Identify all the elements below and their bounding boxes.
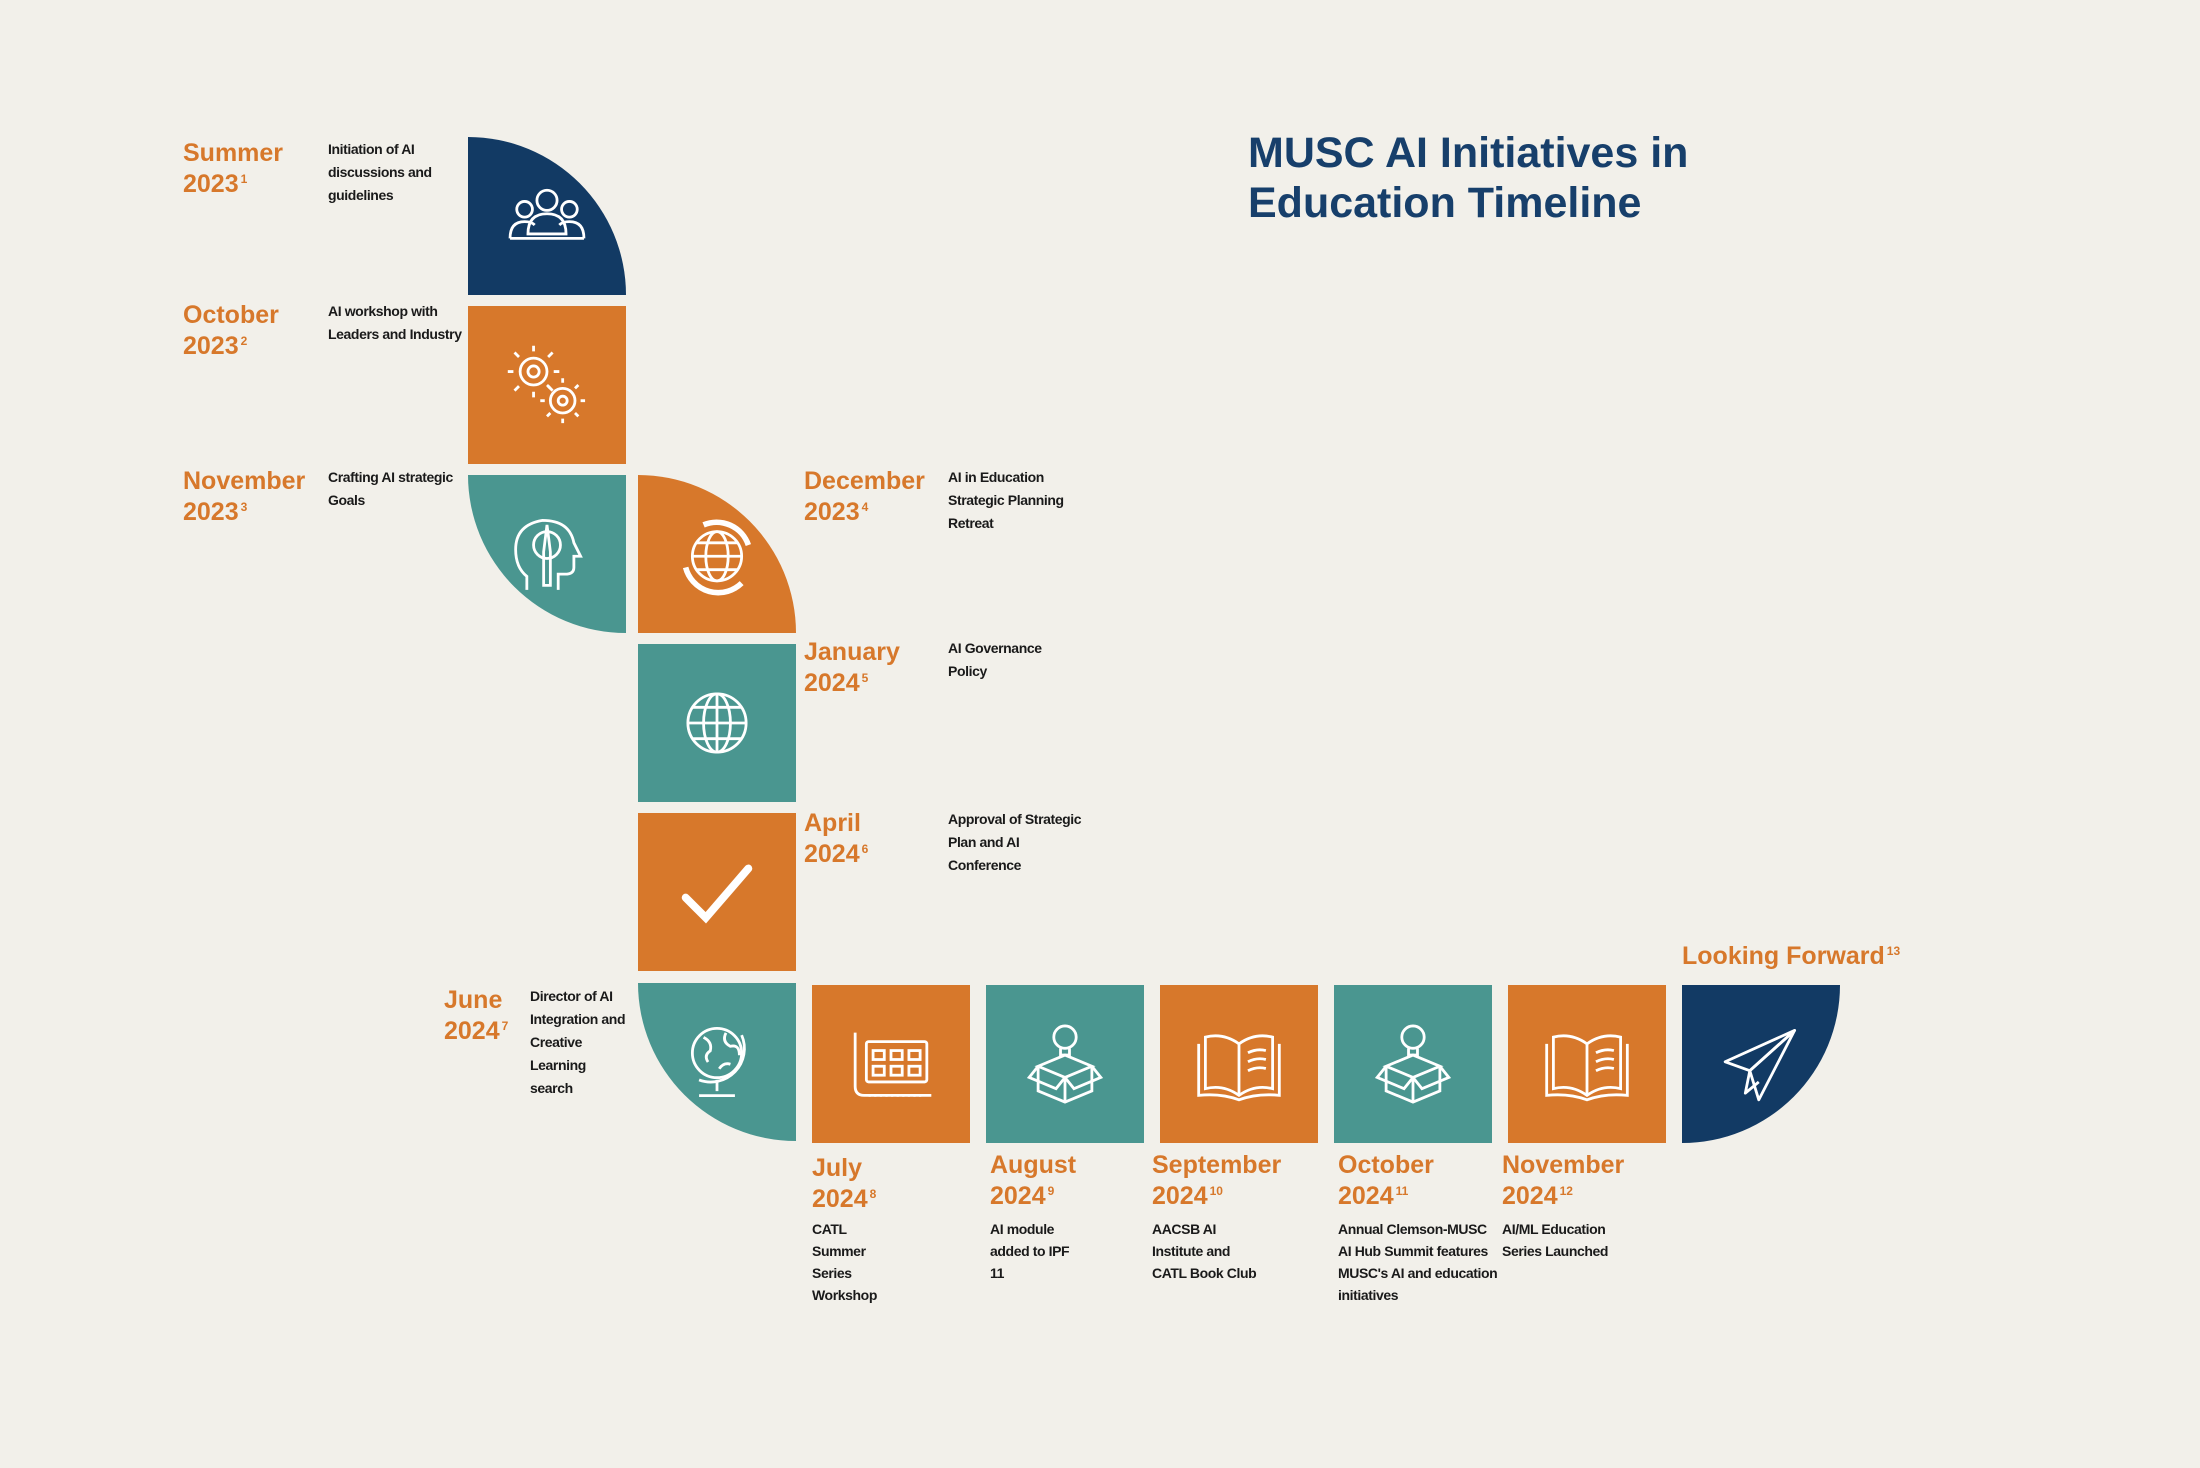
tile-december-2023: [638, 475, 796, 633]
date-august-2024: August 2024 9: [990, 1151, 1077, 1210]
desc-april-2024: Approval of Strategic Plan and AI Confer…: [948, 811, 1082, 873]
date-april-2024: April 2024 6: [804, 809, 869, 868]
date-summer-2023: Summer 2023 1: [183, 139, 284, 198]
tile-july-2024: [812, 985, 970, 1143]
desc-november-2024: AI/ML Education Series Launched: [1502, 1221, 1609, 1259]
date-november-2024: November 2024 12: [1502, 1151, 1625, 1210]
desc-september-2024: AACSB AI Institute and CATL Book Club: [1152, 1221, 1257, 1281]
desc-october-2024: Annual Clemson-MUSC AI Hub Summit featur…: [1338, 1221, 1498, 1303]
date-september-2024: September 2024 10: [1152, 1151, 1282, 1210]
desc-august-2024: AI module added to IPF 11: [990, 1221, 1070, 1281]
open-book-icon: [1545, 1034, 1629, 1102]
tile-november-2024: [1508, 985, 1666, 1143]
date-june-2024: June 2024 7: [444, 986, 509, 1045]
desc-october-2023: AI workshop with Leaders and Industry: [328, 303, 462, 342]
tile-september-2024: [1160, 985, 1318, 1143]
desc-summer-2023: Initiation of AI discussions and guideli…: [328, 141, 432, 203]
tile-november-2023: [468, 475, 626, 633]
globe-network-icon: [686, 692, 748, 754]
head-pencil-icon: [514, 518, 583, 590]
gears-icon: [507, 345, 586, 424]
tile-looking-forward: [1682, 985, 1840, 1143]
date-looking-forward: Looking Forward 13: [1682, 942, 1901, 970]
date-october-2024: October 2024 11: [1338, 1151, 1434, 1210]
lightbulb-box-icon: [1026, 1024, 1104, 1104]
tile-august-2024: [986, 985, 1144, 1143]
date-december-2023: December 2023 4: [804, 467, 925, 526]
desc-june-2024: Director of AI Integration and Creative …: [530, 988, 626, 1096]
desc-november-2023: Crafting AI strategic Goals: [328, 469, 453, 508]
date-november-2023: November 2023 3: [183, 467, 306, 526]
tile-october-2024: [1334, 985, 1492, 1143]
people-group-icon: [508, 188, 586, 240]
desc-january-2024: AI Governance Policy: [948, 640, 1042, 679]
paper-plane-icon: [1723, 1029, 1796, 1102]
lightbulb-box-icon: [1374, 1024, 1452, 1104]
checkmark-icon: [681, 864, 753, 924]
tile-january-2024: [638, 644, 796, 802]
title-line-1: MUSC AI Initiatives in: [1248, 129, 1689, 177]
tile-june-2024: [638, 983, 796, 1141]
dashboard-screen-icon: [853, 1032, 932, 1097]
globe-cycle-icon: [682, 519, 752, 596]
open-book-icon: [1197, 1034, 1281, 1102]
desc-july-2024: CATL Summer Series Workshop: [812, 1221, 877, 1303]
tile-summer-2023: [468, 137, 626, 295]
timeline-title: MUSC AI Initiatives in Education Timelin…: [1248, 128, 1848, 228]
date-january-2024: January 2024 5: [804, 638, 900, 697]
title-line-2: Education Timeline: [1248, 179, 1642, 227]
desk-globe-icon: [690, 1027, 746, 1097]
date-october-2023: October 2023 2: [183, 301, 279, 360]
date-july-2024: July 2024 8: [812, 1154, 877, 1213]
tile-october-2023: [468, 306, 626, 464]
desc-december-2023: AI in Education Strategic Planning Retre…: [948, 469, 1064, 531]
tile-april-2024: [638, 813, 796, 971]
